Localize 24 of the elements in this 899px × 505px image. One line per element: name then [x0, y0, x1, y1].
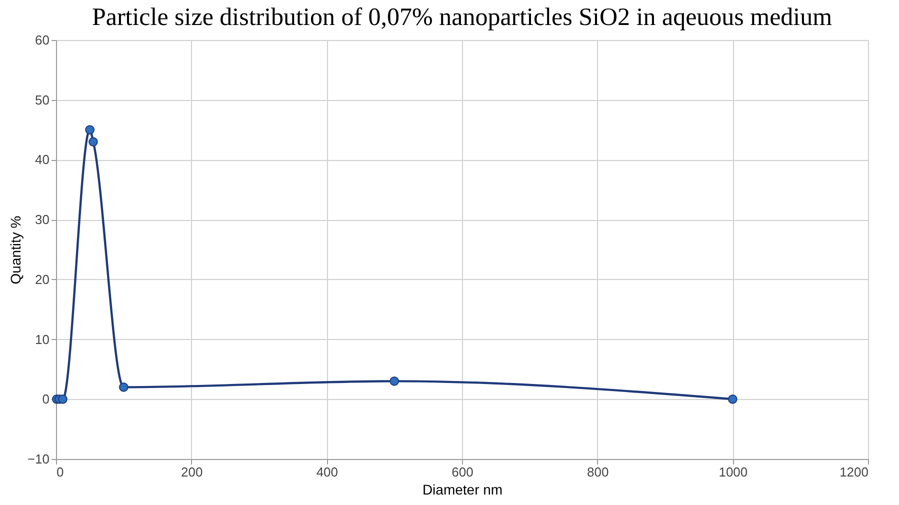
x-tick-label: 200: [180, 464, 203, 480]
y-tick-label: 40: [35, 152, 50, 168]
point: [85, 125, 95, 134]
point: [728, 394, 738, 404]
y-tick-label: −10: [27, 452, 50, 466]
point: [58, 394, 68, 404]
x-tick-label: 1000: [718, 464, 748, 480]
chart-title: Particle size distribution of 0,07% nanoparticles SiO2 in aqeuous medium: [92, 4, 833, 31]
x-tick-label: 600: [452, 464, 474, 480]
y-tick-label: 30: [35, 212, 50, 228]
y-tick-label: 60: [35, 32, 50, 48]
point: [118, 382, 128, 392]
y-axis-title: Quantity %: [7, 216, 24, 284]
x-tick-label: 0: [56, 464, 64, 480]
y-tick-label: 0: [42, 392, 50, 407]
x-tick-label: 800: [586, 464, 609, 480]
x-tick-label: 1200: [840, 464, 868, 480]
y-tick-label: 10: [35, 332, 50, 347]
y-tick-label: 50: [35, 92, 50, 108]
point: [88, 137, 98, 146]
x-axis-title: Diameter nm: [422, 482, 503, 498]
y-tick-label: 20: [35, 272, 50, 287]
x-tick-label: 400: [316, 464, 338, 480]
point: [390, 376, 400, 386]
